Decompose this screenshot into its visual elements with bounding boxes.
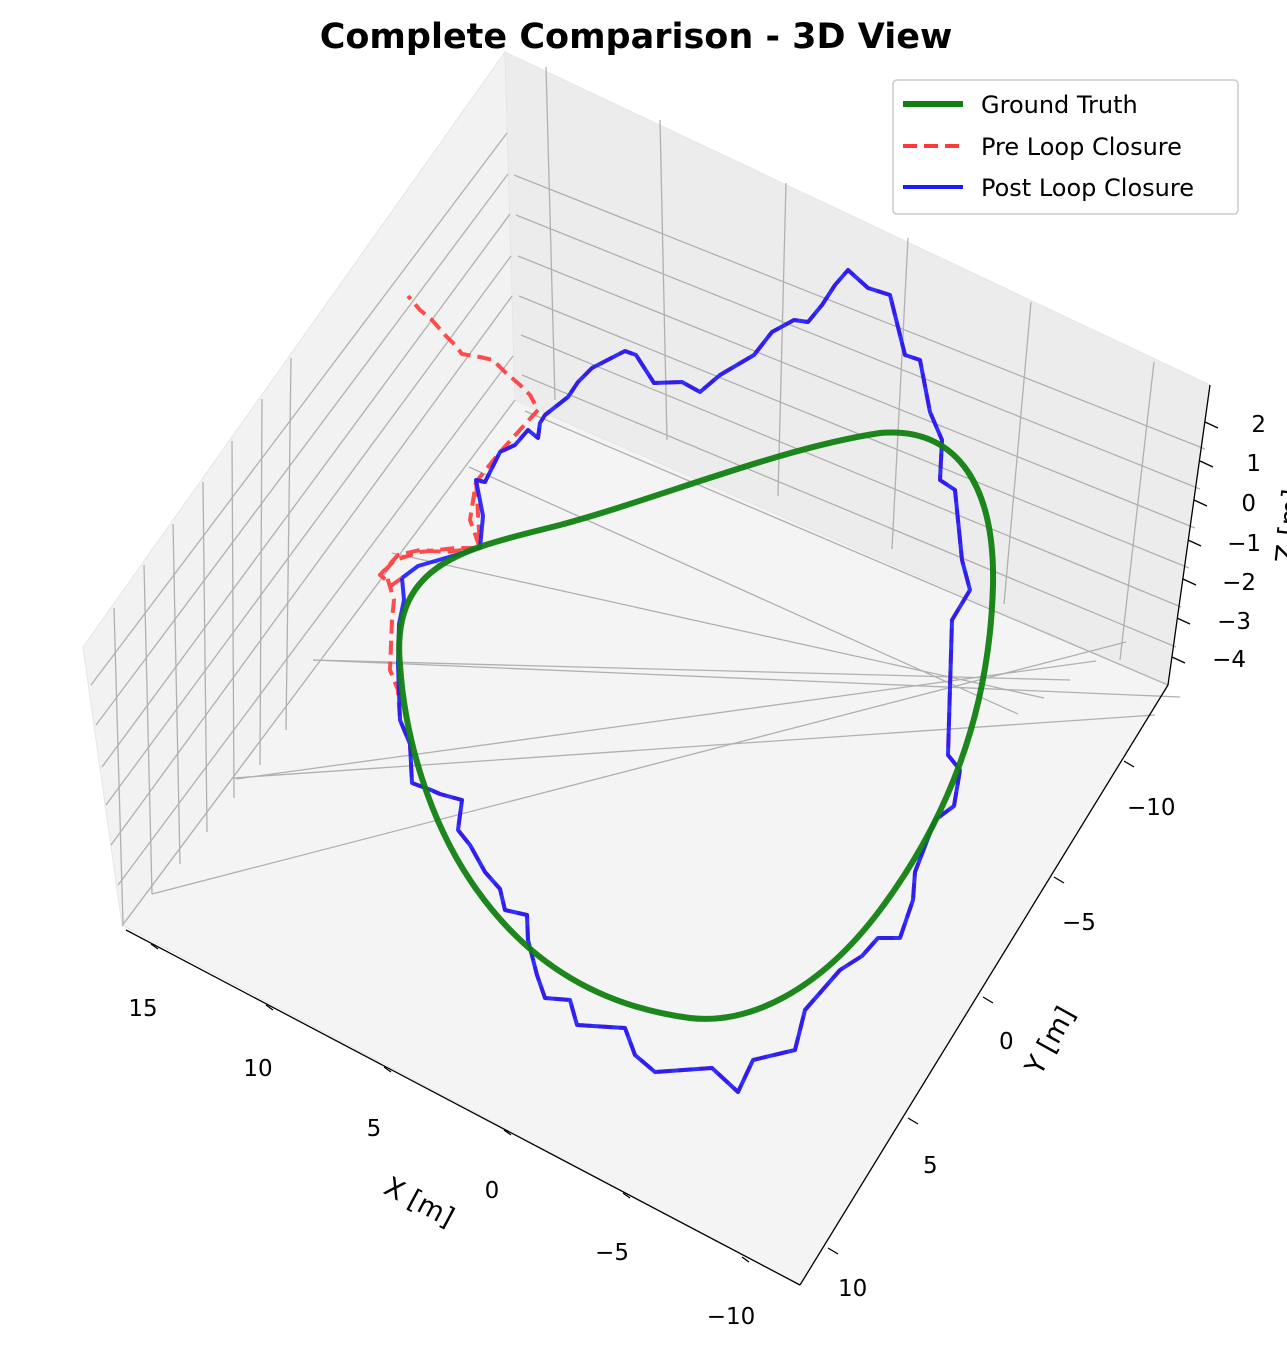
gridline [151,641,1127,895]
gridline [105,255,512,806]
z-tick-labels: 2 1 0 −1 −2 −3 −4 [1212,412,1266,673]
y-tick-label: 10 [838,1276,867,1302]
series-line-post-loop-closure [396,268,972,1094]
x-tick-label: 5 [367,1116,382,1142]
z-tick-mark [1204,421,1219,429]
gridline [232,714,1156,779]
gridline [117,355,514,886]
y-tick-mark [1123,760,1135,768]
y-tick-label: −5 [1062,910,1096,936]
x-tick-mark [150,943,159,950]
gridline [95,173,509,726]
chart-title: Complete Comparison - 3D View [320,17,953,57]
y-tick-mark [907,1117,919,1125]
axis-lines [125,384,1219,1286]
y-tick-mark [1053,876,1065,884]
z-axis-label: Z [m] [1270,487,1287,564]
x-tick-mark [503,1129,512,1136]
gridline [517,255,1196,529]
gridline [391,552,1045,699]
gridline [110,295,513,846]
gridline [1119,361,1155,661]
x-tick-mark [741,1256,750,1263]
gridline [468,466,1019,715]
z-tick-label: 2 [1251,412,1266,438]
gridline [515,214,1201,490]
y-tick-mark [982,996,994,1004]
z-tick-mark [1171,656,1186,664]
series-line-ground-truth [396,429,997,1022]
gridline [520,334,1182,608]
gridline [891,237,909,550]
y-axis-line [799,684,1169,1286]
x-tick-mark [383,1066,392,1073]
z-tick-mark [1199,460,1214,468]
legend-frame [892,79,1239,215]
gridline [143,564,153,895]
legend-label: Post Loop Closure [981,174,1194,202]
z-tick-label: −4 [1212,647,1246,673]
y-tick-mark [827,1247,839,1255]
x-tick-label: 15 [128,996,157,1022]
z-tick-label: 0 [1241,491,1256,517]
z-tick-label: −1 [1227,531,1261,557]
gridline [545,66,556,401]
x-tick-mark [622,1192,631,1199]
gridline [312,659,1071,681]
z-tick-label: −3 [1217,609,1251,635]
gridline [101,213,511,768]
x-tick-label: −5 [595,1240,629,1266]
legend-label: Pre Loop Closure [981,133,1182,161]
gridline [524,410,1169,686]
series-lines [378,268,997,1094]
gridline [202,481,208,833]
x-tick-label: −10 [707,1304,756,1330]
x-axis-label: X [m] [379,1171,459,1233]
x-tick-labels: 15 10 5 0 −5 −10 [128,996,755,1330]
gridline [312,659,1181,698]
y-tick-labels: −10 −5 0 5 10 [838,795,1176,1302]
legend: Ground Truth Pre Loop Closure Post Loop … [892,79,1239,215]
x-tick-mark [265,1004,274,1011]
grid-lines [90,66,1206,927]
z-tick-label: 1 [1246,451,1261,477]
y-tick-label: −10 [1127,795,1176,821]
gridline [121,399,516,927]
gridline [659,119,668,441]
gridline [235,660,1097,780]
z-axis-line [1167,384,1211,686]
gridline [231,440,235,799]
gridline [259,398,263,766]
z-tick-label: −2 [1222,570,1256,596]
y-tick-label: 0 [999,1029,1014,1055]
z-tick-mark [1176,617,1191,625]
y-axis-label: Y [m] [1019,1002,1082,1081]
x-tick-label: 0 [485,1178,500,1204]
gridline [513,174,1206,450]
gridline [1003,301,1032,605]
gridline [113,607,124,925]
z-tick-mark [1187,539,1202,547]
gridline [518,295,1190,569]
z-tick-mark [1182,578,1197,586]
y-tick-label: 5 [923,1153,938,1179]
gridline [521,374,1177,648]
gridline [777,182,787,497]
gridline [90,132,508,686]
x-tick-label: 10 [243,1056,272,1082]
z-tick-mark [1193,499,1208,507]
gridline [172,523,181,865]
x-axis-line [125,929,801,1286]
legend-label: Ground Truth [981,91,1138,119]
